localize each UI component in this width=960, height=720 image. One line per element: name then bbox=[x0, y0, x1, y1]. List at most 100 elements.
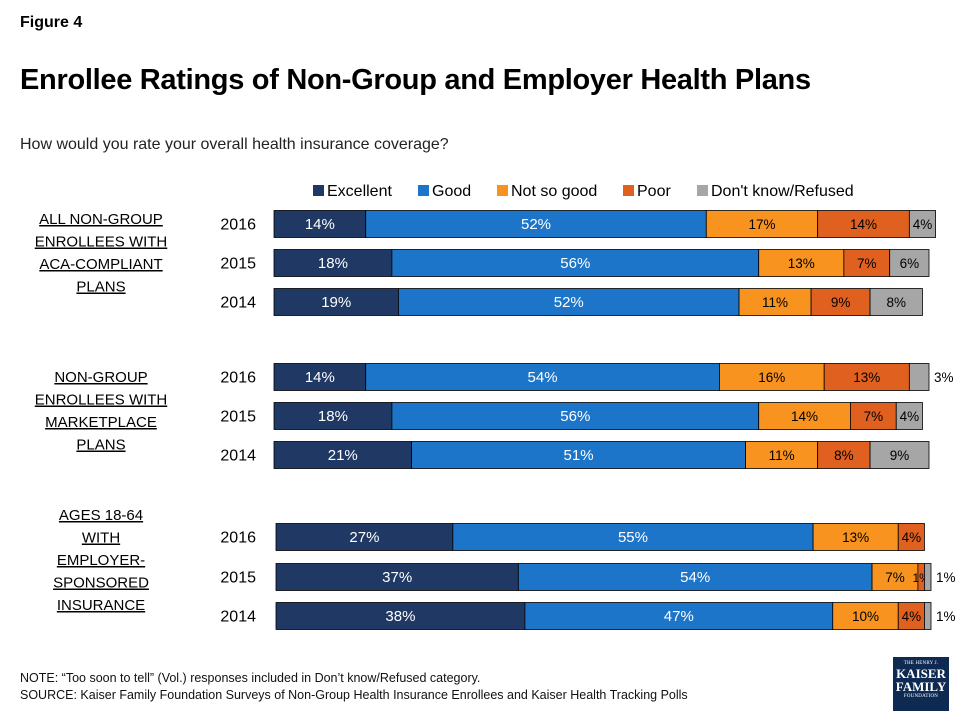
data-label: 19% bbox=[321, 294, 351, 311]
bar-segment bbox=[924, 563, 932, 591]
data-label: 7% bbox=[857, 256, 877, 271]
year-label: 2014 bbox=[220, 448, 256, 465]
data-label: 1% bbox=[936, 570, 956, 585]
data-label: 17% bbox=[748, 217, 775, 232]
data-label: 56% bbox=[560, 408, 590, 425]
data-label: 4% bbox=[900, 409, 920, 424]
source-text: SOURCE: Kaiser Family Foundation Surveys… bbox=[20, 688, 688, 702]
bar-segment bbox=[411, 441, 746, 469]
data-label: 14% bbox=[305, 216, 335, 233]
legend-swatch bbox=[313, 185, 324, 196]
data-label: 9% bbox=[890, 448, 910, 463]
bar-segment bbox=[908, 363, 930, 391]
data-label: 1% bbox=[936, 609, 956, 624]
bar-segment bbox=[273, 249, 393, 277]
bar-segment bbox=[889, 249, 930, 277]
bar-segment bbox=[869, 441, 930, 469]
group-label: NON-GROUP bbox=[54, 369, 147, 386]
stacked-bar-chart: Excellent Good Not so good Poor Don't know/R… bbox=[35, 183, 956, 630]
data-label: 6% bbox=[900, 256, 920, 271]
data-label: 52% bbox=[554, 294, 584, 311]
kff-logo: THE HENRY J. KAISER FAMILY FOUNDATION bbox=[893, 657, 949, 711]
data-label: 56% bbox=[560, 255, 590, 272]
data-label: 18% bbox=[318, 408, 348, 425]
legend-swatch bbox=[697, 185, 708, 196]
bar-segment bbox=[452, 523, 814, 551]
year-label: 2015 bbox=[220, 570, 256, 587]
data-label: 7% bbox=[885, 570, 905, 585]
bar-segment bbox=[365, 210, 707, 238]
chart-subtitle: How would you rate your overall health i… bbox=[20, 136, 449, 153]
legend-swatch bbox=[418, 185, 429, 196]
footnotes: NOTE: “Too soon to tell” (Vol.) response… bbox=[20, 670, 688, 704]
group-label: ENROLLEES WITH bbox=[35, 392, 168, 409]
year-label: 2016 bbox=[220, 530, 256, 547]
data-label: 11% bbox=[769, 448, 795, 463]
data-label: 55% bbox=[618, 529, 648, 546]
data-label: 54% bbox=[680, 569, 710, 586]
data-label: 14% bbox=[791, 409, 818, 424]
group-label: PLANS bbox=[76, 279, 125, 296]
group-label: ENROLLEES WITH bbox=[35, 234, 168, 251]
group-label: PLANS bbox=[76, 437, 125, 454]
legend-swatch bbox=[623, 185, 634, 196]
bar-segment bbox=[823, 363, 910, 391]
bar-segment bbox=[524, 602, 834, 630]
data-label: 54% bbox=[528, 369, 558, 386]
data-label: 14% bbox=[850, 217, 877, 232]
data-label: 8% bbox=[834, 448, 854, 463]
bar-segment bbox=[869, 288, 923, 316]
bar-segment bbox=[810, 288, 871, 316]
data-label: 51% bbox=[564, 447, 594, 464]
group-label: ALL NON-GROUP bbox=[39, 211, 163, 228]
data-label: 3% bbox=[934, 370, 954, 385]
legend-label: Not so good bbox=[511, 183, 597, 200]
bar-segment bbox=[850, 402, 897, 430]
bar-segment bbox=[275, 523, 454, 551]
group-label: MARKETPLACE bbox=[45, 414, 157, 431]
bar-segment bbox=[365, 363, 720, 391]
data-label: 4% bbox=[913, 217, 933, 232]
bar-segment bbox=[705, 210, 819, 238]
data-label: 21% bbox=[328, 447, 358, 464]
bar-segment bbox=[273, 288, 399, 316]
group-label: SPONSORED bbox=[53, 575, 149, 592]
legend-label: Excellent bbox=[327, 183, 392, 200]
bar-segment bbox=[908, 210, 936, 238]
year-label: 2014 bbox=[220, 295, 256, 312]
bar-segment bbox=[758, 402, 851, 430]
bar-segment bbox=[273, 210, 367, 238]
data-label: 4% bbox=[902, 530, 922, 545]
group-label: AGES 18-64 bbox=[59, 507, 143, 524]
bar-segment bbox=[275, 563, 519, 591]
data-label: 13% bbox=[853, 370, 880, 385]
note-text: NOTE: “Too soon to tell” (Vol.) response… bbox=[20, 671, 481, 685]
data-label: 13% bbox=[788, 256, 815, 271]
data-label: 38% bbox=[385, 608, 415, 625]
legend-swatch bbox=[497, 185, 508, 196]
year-label: 2016 bbox=[220, 370, 256, 387]
year-label: 2015 bbox=[220, 409, 256, 426]
chart-title: Enrollee Ratings of Non-Group and Employ… bbox=[20, 64, 811, 96]
data-label: 47% bbox=[664, 608, 694, 625]
data-label: 37% bbox=[382, 569, 412, 586]
legend-label: Don't know/Refused bbox=[711, 183, 854, 200]
year-label: 2016 bbox=[220, 217, 256, 234]
group-label: ACA-COMPLIANT bbox=[39, 256, 162, 273]
year-label: 2014 bbox=[220, 609, 256, 626]
data-label: 8% bbox=[886, 295, 906, 310]
bar-segment bbox=[391, 402, 760, 430]
data-label: 14% bbox=[305, 369, 335, 386]
data-label: 9% bbox=[831, 295, 851, 310]
data-label: 7% bbox=[864, 409, 884, 424]
figure-label: Figure 4 bbox=[20, 14, 83, 31]
bar-segment bbox=[517, 563, 873, 591]
data-label: 16% bbox=[758, 370, 785, 385]
year-label: 2015 bbox=[220, 256, 256, 273]
data-label: 52% bbox=[521, 216, 551, 233]
bar-segment bbox=[398, 288, 740, 316]
data-label: 11% bbox=[762, 295, 788, 310]
bar-segment bbox=[273, 363, 367, 391]
bar-segment bbox=[758, 249, 845, 277]
legend-label: Poor bbox=[637, 183, 671, 200]
